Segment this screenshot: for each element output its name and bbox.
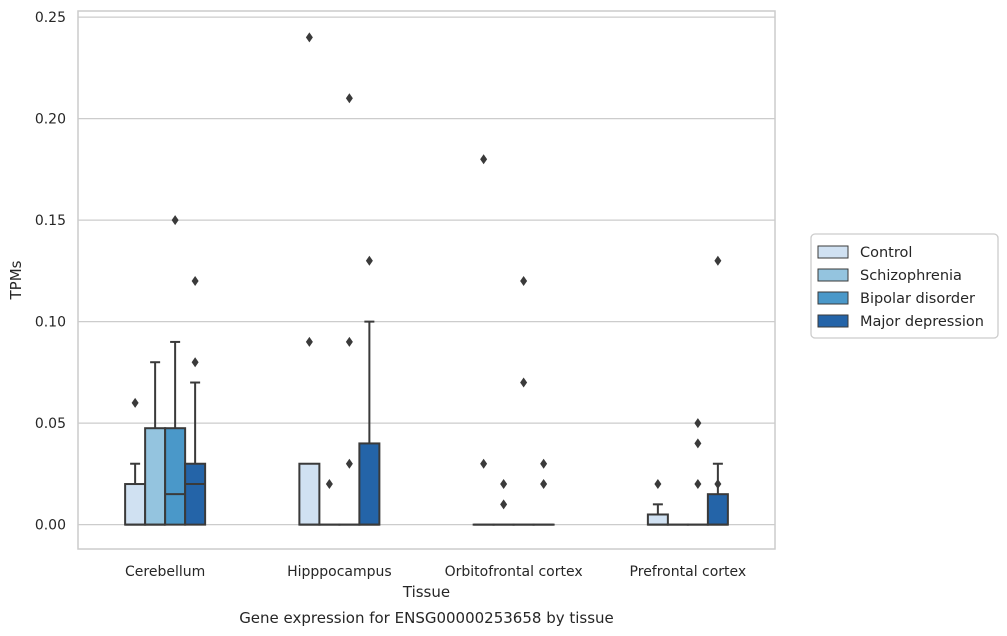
outlier-point (345, 336, 353, 347)
box-bipolar-disorder (686, 418, 709, 526)
x-axis-label: Tissue (402, 583, 450, 601)
box-series (124, 32, 729, 526)
y-tick-label: 0.20 (35, 112, 66, 128)
box-control (646, 479, 669, 526)
legend-label: Bipolar disorder (860, 291, 975, 307)
box-body (646, 513, 669, 526)
x-tick-label: Prefrontal cortex (630, 564, 747, 580)
outlier-point (540, 458, 548, 469)
outlier-point (714, 255, 722, 266)
box-body (358, 442, 381, 526)
box-body (706, 493, 729, 526)
y-tick-labels: 0.00 0.05 0.10 0.15 0.20 0.25 (35, 10, 66, 534)
legend-swatch (817, 291, 849, 305)
box-major-depression (358, 255, 381, 526)
box-major-depression (706, 255, 729, 526)
box-control (298, 32, 321, 526)
outlier-point (305, 336, 313, 347)
box-bipolar-disorder (512, 276, 535, 526)
legend-label: Schizophrenia (860, 268, 962, 284)
box-control (472, 154, 495, 526)
y-tick-label: 0.05 (35, 416, 66, 432)
legend-swatch (817, 245, 849, 259)
box-major-depression (532, 458, 555, 526)
box-major-depression (184, 276, 207, 526)
outlier-point (500, 499, 508, 510)
outlier-point (694, 438, 702, 449)
legend: Control Schizophrenia Bipolar disorder Majo… (810, 233, 999, 339)
outlier-point (714, 479, 722, 490)
outlier-point (345, 458, 353, 469)
outlier-point (345, 93, 353, 104)
box-bipolar-disorder (338, 93, 361, 526)
outlier-point (694, 479, 702, 490)
y-tick-label: 0.00 (35, 518, 66, 534)
outlier-point (500, 479, 508, 490)
outlier-point (191, 276, 199, 287)
outlier-point (131, 397, 139, 408)
y-tick-label: 0.15 (35, 213, 66, 229)
y-tick-label: 0.10 (35, 315, 66, 331)
legend-label: Major depression (860, 314, 984, 330)
plot-area-frame (77, 10, 776, 550)
legend-swatch (817, 314, 849, 328)
x-tick-label: Hipppocampus (287, 564, 392, 580)
box-schizophrenia (492, 479, 515, 526)
outlier-point (694, 418, 702, 429)
outlier-point (325, 479, 333, 490)
box-body (124, 483, 147, 526)
box-control (124, 397, 147, 526)
outlier-point (654, 479, 662, 490)
x-tick-labels: Cerebellum Hipppocampus Orbitofrontal cort… (125, 564, 746, 580)
outlier-point (365, 255, 373, 266)
outlier-point (480, 154, 488, 165)
outlier-point (520, 276, 528, 287)
legend-swatch (817, 268, 849, 282)
y-tick-label: 0.25 (35, 10, 66, 26)
box-schizophrenia (144, 361, 167, 526)
outlier-point (520, 377, 528, 388)
outlier-point (305, 32, 313, 43)
box-schizophrenia (318, 479, 341, 526)
y-axis-label: TPMs (7, 260, 25, 300)
x-tick-label: Cerebellum (125, 564, 205, 580)
legend-frame (810, 233, 999, 339)
outlier-point (171, 215, 179, 226)
chart-caption: Gene expression for ENSG00000253658 by t… (239, 609, 614, 627)
legend-label: Control (860, 245, 912, 261)
box-body (298, 462, 321, 526)
outlier-point (191, 357, 199, 368)
x-tick-label: Orbitofrontal cortex (445, 564, 583, 580)
box-body (164, 427, 187, 526)
outlier-point (480, 458, 488, 469)
box-body (144, 427, 167, 526)
box-body (184, 462, 207, 526)
box-bipolar-disorder (164, 215, 187, 526)
outlier-point (540, 479, 548, 490)
